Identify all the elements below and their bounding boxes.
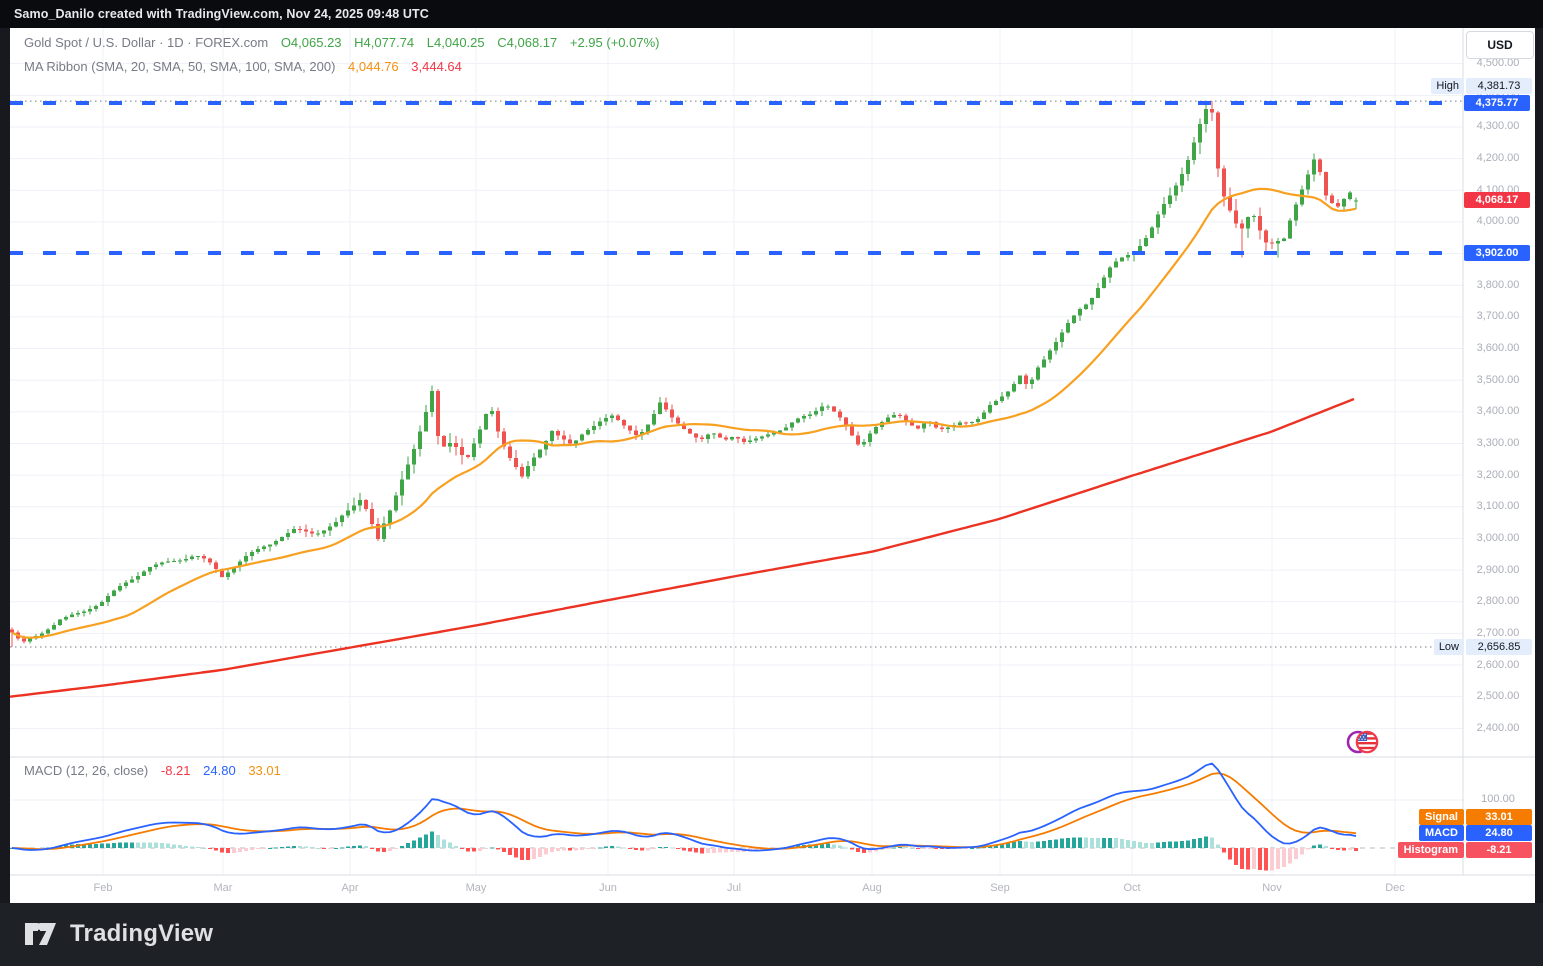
month-label-aug: Aug — [862, 882, 882, 894]
low-label: Low — [1433, 639, 1464, 656]
ohlc-close: C4,068.17 — [497, 35, 558, 50]
tradingview-logo-icon — [25, 923, 56, 945]
price-tick-label: 4,000.00 — [1476, 215, 1520, 228]
sma200-line — [9, 397, 1355, 698]
price-tick-label: 2,500.00 — [1476, 690, 1520, 703]
month-label-nov: Nov — [1262, 882, 1282, 894]
price-tick-label: 3,000.00 — [1476, 531, 1520, 544]
sma20-layer — [11, 187, 1357, 639]
alert-lines-layer — [10, 101, 1460, 255]
month-label-feb: Feb — [93, 882, 113, 894]
price-tick-label: 3,800.00 — [1476, 278, 1520, 291]
price-tick-label: 2,700.00 — [1476, 626, 1520, 639]
macd-signal-line — [11, 772, 1357, 850]
attribution-bar: Samo_Danilo created with TradingView.com… — [0, 0, 1543, 28]
support-price-badge: 3,902.00 — [1464, 244, 1530, 261]
signal-badge: Signal 33.01 — [1418, 809, 1532, 825]
price-tick-label: 3,600.00 — [1476, 342, 1520, 355]
high-value: 4,381.73 — [1466, 78, 1532, 95]
dividers-layer — [10, 28, 1535, 876]
month-label-may: May — [465, 882, 487, 894]
month-label-dec: Dec — [1385, 882, 1405, 894]
month-label-jun: Jun — [599, 882, 617, 894]
forex-us-flag-icon — [1344, 728, 1384, 761]
month-label-jul: Jul — [726, 882, 742, 894]
macd-signal-value: 33.01 — [248, 763, 281, 778]
histogram-badge-label: Histogram — [1397, 842, 1464, 858]
price-tick-label: 4,500.00 — [1476, 57, 1520, 70]
histogram-badge-value: -8.21 — [1466, 842, 1532, 858]
tradingview-brand[interactable]: TradingView — [24, 919, 213, 949]
grid-layer — [10, 28, 1463, 875]
price-tick-label: 2,800.00 — [1476, 595, 1520, 608]
ohlc-high: H4,077.74 — [354, 35, 415, 50]
symbol-legend[interactable]: Gold Spot / U.S. Dollar · 1D · FOREX.com… — [24, 35, 660, 50]
sma200-layer — [9, 397, 1355, 698]
month-label-sep: Sep — [990, 882, 1010, 894]
symbol-title: Gold Spot / U.S. Dollar · 1D · FOREX.com — [24, 35, 269, 50]
price-tick-label: 3,700.00 — [1476, 310, 1520, 323]
low-price-label: Low 2,656.85 — [1433, 639, 1532, 656]
resistance-price-badge: 4,375.77 — [1464, 95, 1530, 111]
macd-badge-value: 24.80 — [1466, 825, 1532, 841]
price-tick-label: 3,400.00 — [1476, 405, 1520, 418]
price-tick-label: 2,400.00 — [1476, 721, 1520, 734]
signal-badge-label: Signal — [1418, 809, 1464, 825]
low-value: 2,656.85 — [1466, 639, 1532, 656]
macd-legend[interactable]: MACD (12, 26, close) -8.21 24.80 33.01 — [24, 763, 281, 778]
ohlc-open: O4,065.23 — [280, 35, 342, 50]
ma-ribbon-title: MA Ribbon (SMA, 20, SMA, 50, SMA, 100, S… — [24, 59, 336, 74]
macd-line-value: 24.80 — [203, 763, 236, 778]
macd-title: MACD (12, 26, close) — [24, 763, 149, 778]
price-tick-label: 3,300.00 — [1476, 436, 1520, 449]
high-price-label: High 4,381.73 — [1431, 78, 1532, 95]
ma-ribbon-value-1: 4,044.76 — [348, 59, 399, 74]
macd-badge-label: MACD — [1419, 825, 1464, 841]
ohlc-change: +2.95 (+0.07%) — [569, 35, 660, 50]
last-price-badge: 4,068.17 — [1464, 192, 1530, 209]
footer-bar: TradingView — [0, 903, 1543, 966]
price-tick-label: 3,100.00 — [1476, 500, 1520, 513]
price-tick-label: 4,200.00 — [1476, 152, 1520, 165]
macd-hist-value: -8.21 — [160, 763, 191, 778]
month-label-oct: Oct — [1123, 882, 1141, 894]
price-tick-label: 2,600.00 — [1476, 658, 1520, 671]
ohlc-low: L4,040.25 — [426, 35, 485, 50]
price-tick-label: 4,300.00 — [1476, 120, 1520, 133]
ma-ribbon-legend[interactable]: MA Ribbon (SMA, 20, SMA, 50, SMA, 100, S… — [24, 59, 462, 74]
month-label-mar: Mar — [213, 882, 233, 894]
month-label-apr: Apr — [341, 882, 359, 894]
ma-ribbon-value-2: 3,444.64 — [411, 59, 462, 74]
sma20-line — [11, 187, 1357, 639]
attribution-text: Samo_Danilo created with TradingView.com… — [14, 7, 429, 21]
macd-badge: MACD 24.80 — [1419, 825, 1532, 841]
currency-button[interactable]: USD — [1466, 31, 1534, 59]
tradingview-brand-text: TradingView — [70, 920, 214, 947]
price-tick-label: 2,900.00 — [1476, 563, 1520, 576]
macd-scale-label: 100.00 — [1481, 793, 1515, 805]
level-lines-layer — [10, 100, 1463, 648]
candles-layer — [10, 101, 1358, 648]
high-label: High — [1431, 78, 1464, 95]
macd-layer — [10, 762, 1463, 871]
signal-badge-value: 33.01 — [1466, 809, 1532, 825]
macd-main-line — [11, 762, 1357, 852]
price-tick-label: 3,200.00 — [1476, 468, 1520, 481]
price-tick-label: 3,500.00 — [1476, 373, 1520, 386]
histogram-badge: Histogram -8.21 — [1397, 842, 1532, 858]
